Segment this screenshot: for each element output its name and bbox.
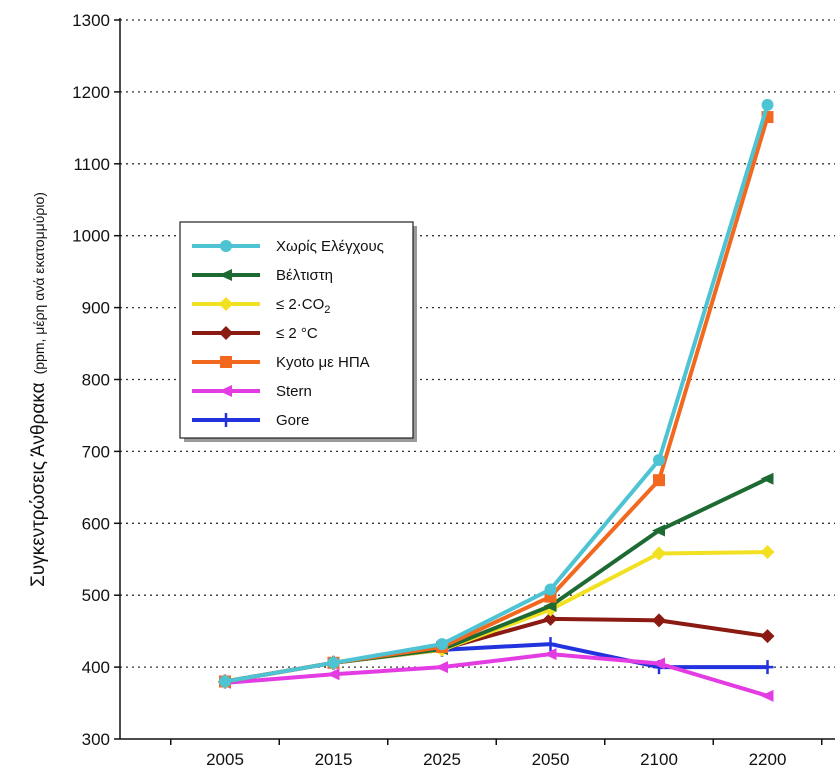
y-tick-label: 700 — [82, 442, 110, 461]
data-point — [327, 656, 340, 669]
legend-label-text: Βέλτιστη — [276, 267, 333, 284]
data-point — [760, 629, 775, 644]
data-point — [219, 385, 232, 397]
y-tick-label: 1300 — [72, 11, 110, 30]
data-point — [220, 413, 232, 427]
legend-label: Χωρίς Ελέγχους — [276, 238, 384, 255]
data-point — [760, 545, 775, 560]
data-point — [543, 611, 558, 626]
legend-label: Kyoto με ΗΠΑ — [276, 354, 370, 371]
legend-label-text: Stern — [276, 383, 312, 400]
y-axis-label: Συγκεντρώσεις Άνθρακα (ppm, μέρη ανά εκατ… — [28, 192, 49, 587]
legend-label-text: Gore — [276, 412, 309, 429]
data-point — [653, 454, 665, 467]
legend-item: Gore — [192, 412, 309, 429]
data-point — [652, 546, 666, 561]
data-point — [543, 648, 557, 661]
data-point — [220, 240, 232, 252]
series-0 — [219, 98, 774, 688]
legend-item: Χωρίς Ελέγχους — [192, 238, 384, 255]
x-tick-label: 2050 — [532, 750, 570, 769]
y-tick-label: 500 — [82, 586, 110, 605]
y-tick-label: 1100 — [73, 155, 110, 174]
legend-label: ≤ 2·CO2 — [276, 296, 330, 316]
legend-label-text: ≤ 2·CO — [276, 296, 324, 313]
axes-layer — [114, 18, 835, 745]
legend-item: ≤ 2·CO2 — [192, 296, 330, 316]
data-point — [761, 98, 774, 111]
y-tick-label: 800 — [82, 371, 110, 390]
series-layer — [218, 98, 775, 702]
legend-label: ≤ 2 °C — [276, 325, 318, 342]
y-tick-label: 1200 — [72, 83, 110, 102]
data-point — [219, 269, 232, 281]
data-point — [220, 356, 232, 368]
legend-label: Stern — [276, 383, 312, 400]
data-point — [652, 524, 665, 537]
series-6 — [219, 637, 774, 689]
data-point — [544, 637, 557, 652]
legend-label-text: ≤ 2 °C — [276, 325, 318, 342]
data-point — [219, 675, 231, 688]
data-point — [760, 472, 774, 485]
legend-item: Stern — [192, 383, 312, 400]
legend: Χωρίς Ελέγχους Βέλτιστη ≤ 2·CO2 ≤ 2 °C Kyoto… — [179, 221, 417, 442]
legend-label-text: Χωρίς Ελέγχους — [276, 238, 384, 255]
legend-label-text: Kyoto με ΗΠΑ — [276, 354, 370, 371]
y-tick-label: 1000 — [72, 227, 110, 246]
data-point — [326, 668, 340, 681]
x-tick-label: 2200 — [749, 750, 787, 769]
legend-box — [179, 221, 414, 439]
data-point — [761, 660, 774, 675]
data-point — [436, 638, 448, 651]
series-line — [223, 102, 770, 684]
legend-label-subscript: 2 — [324, 304, 330, 316]
data-point — [652, 657, 665, 670]
series-line — [223, 476, 770, 684]
x-tick-label: 2015 — [315, 750, 353, 769]
label-layer: 300 400 500 600 700 800 900 1000 1100 1200 1300 200… — [28, 11, 786, 769]
data-point — [760, 689, 774, 702]
x-tick-label: 2100 — [640, 750, 678, 769]
series-line — [223, 652, 770, 698]
x-tick-label: 2005 — [206, 750, 244, 769]
data-point — [219, 326, 233, 340]
y-tick-label: 900 — [82, 299, 110, 318]
data-point — [652, 613, 666, 628]
legend-label: Gore — [276, 412, 309, 429]
data-point — [653, 474, 665, 487]
series-5 — [218, 648, 774, 702]
legend-item: ≤ 2 °C — [192, 325, 318, 342]
series-1 — [218, 472, 774, 688]
legend-item: Βέλτιστη — [192, 267, 333, 284]
legend-label: Βέλτιστη — [276, 267, 333, 284]
legend-item: Kyoto με ΗΠΑ — [192, 354, 370, 371]
x-tick-label: 2025 — [423, 750, 461, 769]
y-tick-label: 400 — [82, 658, 110, 677]
data-point — [435, 661, 448, 674]
data-point — [219, 297, 233, 311]
y-tick-label: 600 — [82, 514, 110, 533]
data-point — [543, 599, 557, 612]
y-axis-label-main: Συγκεντρώσεις Άνθρακα — [28, 382, 49, 587]
y-tick-label: 300 — [82, 730, 110, 749]
y-axis-label-unit: (ppm, μέρη ανά εκατομμύριο) — [31, 192, 47, 374]
data-point — [544, 583, 557, 596]
